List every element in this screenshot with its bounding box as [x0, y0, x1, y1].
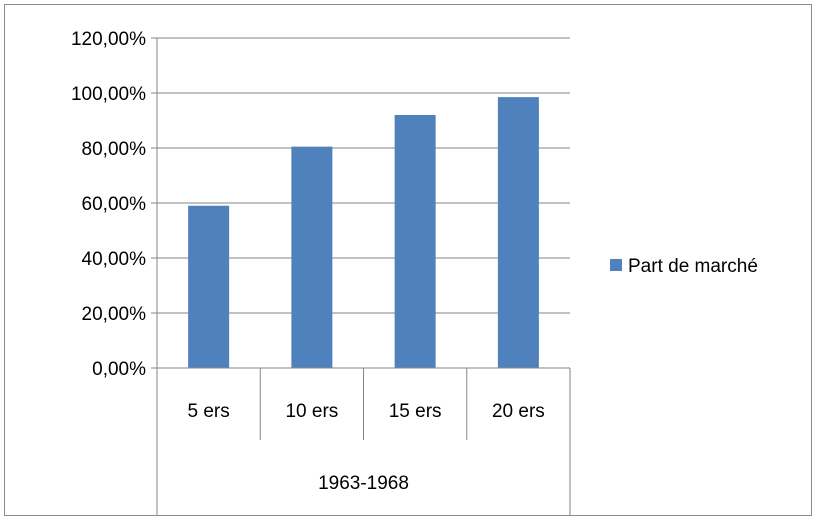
y-tick-label: 40,00%: [82, 249, 147, 270]
bars: [188, 97, 539, 368]
x-category-label: 15 ers: [389, 401, 442, 422]
y-tick-label: 20,00%: [82, 304, 147, 325]
legend-label: Part de marché: [628, 256, 758, 277]
x-category-label: 20 ers: [492, 401, 545, 422]
x-category-label: 10 ers: [285, 401, 338, 422]
y-tick-label: 100,00%: [71, 84, 146, 105]
legend: Part de marché: [610, 256, 758, 277]
bar-5-ers: [188, 205, 230, 368]
x-category-label: 5 ers: [188, 401, 230, 422]
bar-15-ers: [394, 115, 436, 368]
bar-10-ers: [291, 146, 333, 368]
x-category-labels: 5 ers 10 ers 15 ers 20 ers 1963-1968: [188, 401, 545, 494]
y-tick-label: 0,00%: [92, 359, 146, 380]
y-tick-label: 120,00%: [71, 29, 146, 50]
y-tick-label: 60,00%: [82, 194, 147, 215]
y-tick-labels: 0,00% 20,00% 40,00% 60,00% 80,00% 100,00% 120,…: [71, 29, 146, 380]
axes: [151, 37, 571, 515]
y-tick-label: 80,00%: [82, 139, 147, 160]
x-group-label: 1963-1968: [318, 473, 409, 494]
legend-swatch: [610, 259, 622, 271]
bar-20-ers: [497, 97, 539, 368]
